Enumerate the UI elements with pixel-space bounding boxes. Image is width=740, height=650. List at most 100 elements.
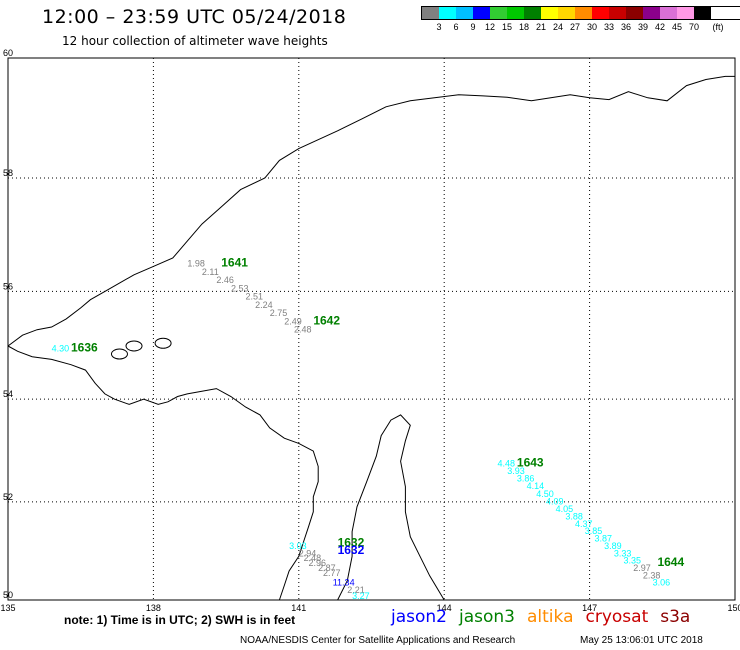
wave-height-value: 1.98 <box>187 258 205 268</box>
satellite-jason2: jason2 <box>391 607 447 627</box>
wave-height-value: 3.33 <box>614 548 632 558</box>
legend-swatch <box>473 7 490 19</box>
pass-label: 1644 <box>657 555 684 569</box>
pass-label: 1641 <box>221 255 248 269</box>
legend-label: 39 <box>637 22 649 32</box>
wave-height-value: 2.46 <box>216 275 234 285</box>
legend-swatch <box>490 7 507 19</box>
wave-height-value: 2.75 <box>270 308 288 318</box>
wave-height-value: 2.53 <box>231 283 249 293</box>
legend-label: 15 <box>501 22 513 32</box>
wave-height-value: 3.85 <box>585 526 603 536</box>
wave-height-value: 2.87 <box>318 563 336 573</box>
island-shape <box>125 340 143 352</box>
legend-label: 30 <box>586 22 598 32</box>
wave-height-value: 3.27 <box>352 591 370 601</box>
color-legend: 3 6 9 12 15 18 21 24 27 30 33 36 39 42 45 70 (ft) <box>421 6 740 32</box>
wave-height-value: 3.88 <box>565 511 583 521</box>
lon-tick-label: 138 <box>146 603 161 613</box>
lat-tick-label: 58 <box>3 168 13 178</box>
wave-height-value: 4.37 <box>575 519 593 529</box>
map-title: 12:00 – 23:59 UTC 05/24/2018 <box>42 6 347 28</box>
legend-swatch <box>558 7 575 19</box>
legend-label: 36 <box>620 22 632 32</box>
coastline-north <box>7 75 735 347</box>
legend-swatch <box>507 7 524 19</box>
wave-height-value: 2.77 <box>323 568 341 578</box>
legend-label: 33 <box>603 22 615 32</box>
wave-height-value: 2.11 <box>202 267 219 277</box>
legend-swatch <box>677 7 694 19</box>
footer-credit: NOAA/NESDIS Center for Satellite Applica… <box>240 635 516 646</box>
wave-height-value: 4.14 <box>527 481 545 491</box>
satellite-jason3: jason3 <box>459 607 515 627</box>
legend-label: 27 <box>569 22 581 32</box>
map-subtitle: 12 hour collection of altimeter wave hei… <box>62 34 328 48</box>
wave-height-value: 3.87 <box>594 534 612 544</box>
legend-swatch <box>456 7 473 19</box>
map-frame <box>7 57 736 601</box>
wave-height-value: 2.97 <box>633 563 651 573</box>
legend-swatch <box>626 7 643 19</box>
legend-label: 21 <box>535 22 547 32</box>
footer-timestamp: May 25 13:06:01 UTC 2018 <box>580 635 703 646</box>
pass-label: 1636 <box>71 340 98 354</box>
lat-tick-label: 54 <box>3 389 13 399</box>
wave-height-value: 4.48 <box>498 458 516 468</box>
legend-swatch <box>541 7 558 19</box>
island-shape <box>110 348 128 360</box>
legend-label: 9 <box>470 22 476 32</box>
wave-height-value: 4.09 <box>546 496 564 506</box>
lon-tick-label: 144 <box>437 603 452 613</box>
coastline-sakhalin <box>337 414 445 601</box>
satellite-legend: jason2 jason3 altika cryosat s3a <box>391 607 702 627</box>
wave-height-value: 11.34 <box>333 578 355 588</box>
pass-label: 1632 <box>338 536 365 550</box>
wave-height-value: 2.24 <box>255 300 273 310</box>
footer: NOAA/NESDIS Center for Satellite Applica… <box>240 635 703 646</box>
legend-swatch <box>422 7 439 19</box>
legend-label: 24 <box>552 22 564 32</box>
legend-swatch <box>439 7 456 19</box>
coastline-west <box>7 345 319 601</box>
pass-label: 1643 <box>517 455 544 469</box>
wave-height-value: 3.35 <box>624 556 642 566</box>
wave-height-value: 3.89 <box>604 541 622 551</box>
legend-labels: 3 6 9 12 15 18 21 24 27 30 33 36 39 42 45 70 (ft) <box>421 20 740 32</box>
legend-swatch <box>524 7 541 19</box>
legend-swatch <box>694 7 711 19</box>
lon-tick-label: 141 <box>291 603 306 613</box>
satellite-s3a: s3a <box>660 607 691 627</box>
wave-height-value: 3.93 <box>507 466 525 476</box>
wave-height-value: 2.21 <box>347 585 365 595</box>
lon-tick-label: 135 <box>0 603 15 613</box>
wave-height-value: 4.30 <box>52 343 70 353</box>
legend-swatch <box>660 7 677 19</box>
wave-height-value: 2.48 <box>304 553 322 563</box>
legend-label: 45 <box>671 22 683 32</box>
lat-tick-label: 52 <box>3 492 13 502</box>
legend-swatch <box>643 7 660 19</box>
legend-label: 12 <box>484 22 496 32</box>
wave-height-value: 3.03 <box>289 541 307 551</box>
lon-tick-label: 150 <box>727 603 740 613</box>
wave-height-value: 3.86 <box>517 474 535 484</box>
lat-tick-label: 56 <box>3 281 13 291</box>
wave-height-value: 2.38 <box>643 570 661 580</box>
legend-swatches <box>421 6 740 20</box>
legend-unit: (ft) <box>712 22 724 32</box>
legend-swatch <box>575 7 592 19</box>
island-shape <box>154 337 172 349</box>
pass-label: 1632 <box>338 543 365 557</box>
lat-tick-label: 60 <box>3 48 13 58</box>
legend-label: 70 <box>688 22 700 32</box>
satellite-altika: altika <box>527 607 574 627</box>
wave-height-value: 2.94 <box>299 548 317 558</box>
wave-height-value: 2.96 <box>308 558 326 568</box>
pass-label: 1642 <box>313 313 340 327</box>
legend-label: 18 <box>518 22 530 32</box>
wave-height-value: 4.50 <box>536 489 554 499</box>
legend-label: 3 <box>436 22 442 32</box>
legend-swatch <box>592 7 609 19</box>
